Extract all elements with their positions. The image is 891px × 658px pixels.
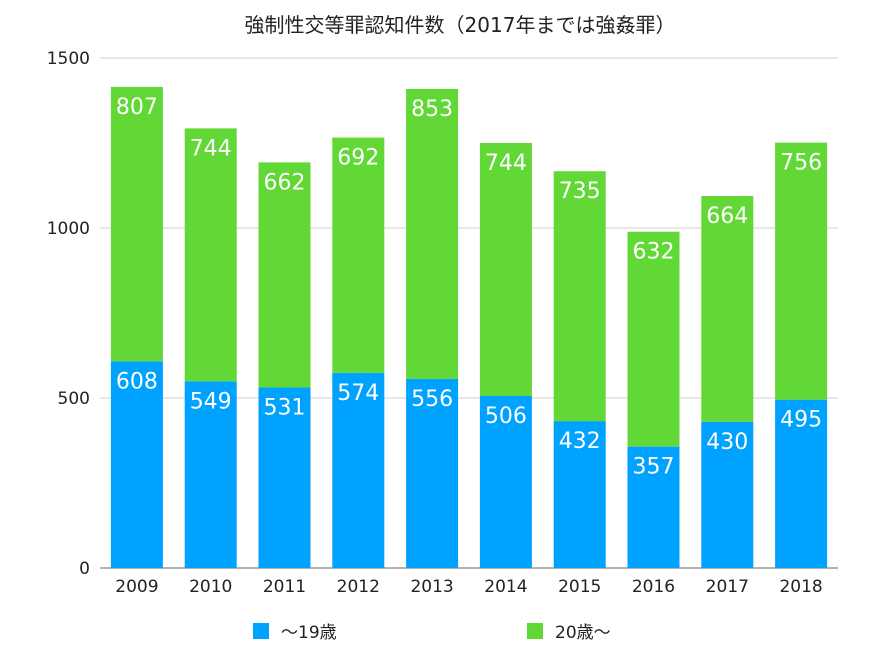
bar-2015-series-1 xyxy=(553,171,606,422)
bar-value-label: 807 xyxy=(116,95,158,120)
x-axis-ticks: 2009 2010 2011 2012 2013 2014 2015 2016 2017 2018 xyxy=(115,577,822,597)
x-tick-label: 2013 xyxy=(410,577,453,597)
bar-2014-series-0 xyxy=(479,395,532,568)
bar-value-label: 735 xyxy=(559,179,601,204)
x-tick-label: 2011 xyxy=(263,577,306,597)
y-tick-label: 1000 xyxy=(47,219,90,239)
x-tick-label: 2018 xyxy=(779,577,822,597)
bar-2009-series-0 xyxy=(110,361,163,568)
bars: 608 807 549 744 531 662 574 692 556 853 506 744 432 7… xyxy=(110,86,828,568)
bar-2016-series-1 xyxy=(627,231,680,447)
bar-value-label: 662 xyxy=(264,170,306,195)
x-tick-label: 2015 xyxy=(558,577,601,597)
y-tick-label: 500 xyxy=(58,389,90,409)
bar-value-label: 574 xyxy=(337,381,379,406)
bar-value-label: 549 xyxy=(190,389,232,414)
bar-2013-series-0 xyxy=(406,378,459,568)
bar-value-label: 531 xyxy=(264,395,306,420)
y-tick-label: 0 xyxy=(79,559,90,579)
bar-2015-series-0 xyxy=(553,421,606,568)
bar-value-label: 744 xyxy=(190,136,232,161)
bar-2010-series-0 xyxy=(184,381,237,568)
bar-value-label: 608 xyxy=(116,369,158,394)
bar-2012-series-0 xyxy=(332,372,385,568)
bar-value-label: 506 xyxy=(485,404,527,429)
bar-2010-series-1 xyxy=(184,128,237,382)
legend-label: 〜19歳 xyxy=(281,623,337,643)
bar-2011-series-0 xyxy=(258,387,311,568)
bar-2017-series-0 xyxy=(701,421,754,568)
legend-label: 20歳〜 xyxy=(555,623,611,643)
bar-2011-series-1 xyxy=(258,162,311,388)
y-axis-ticks: 0 500 1000 1500 xyxy=(47,49,90,579)
x-tick-label: 2009 xyxy=(115,577,158,597)
bar-2009-series-1 xyxy=(110,86,163,362)
bar-2018-series-1 xyxy=(775,142,828,400)
bar-value-label: 744 xyxy=(485,151,527,176)
x-tick-label: 2014 xyxy=(484,577,527,597)
bar-2014-series-1 xyxy=(479,143,532,396)
bar-2013-series-1 xyxy=(406,88,459,379)
bar-value-label: 853 xyxy=(411,97,453,122)
bar-value-label: 632 xyxy=(633,240,675,265)
bar-value-label: 664 xyxy=(706,204,748,229)
x-tick-label: 2017 xyxy=(706,577,749,597)
bar-value-label: 556 xyxy=(411,387,453,412)
bar-2018-series-0 xyxy=(775,399,828,568)
chart-title: 強制性交等罪認知件数（2017年までは強姦罪） xyxy=(245,13,676,37)
bar-value-label: 430 xyxy=(706,430,748,455)
bar-value-label: 495 xyxy=(780,408,822,433)
bar-value-label: 756 xyxy=(780,151,822,176)
legend: 〜19歳 20歳〜 xyxy=(253,623,611,643)
x-tick-label: 2010 xyxy=(189,577,232,597)
bar-2017-series-1 xyxy=(701,196,754,422)
bar-value-label: 692 xyxy=(337,146,379,171)
x-tick-label: 2012 xyxy=(337,577,380,597)
bar-value-label: 432 xyxy=(559,429,601,454)
legend-swatch xyxy=(527,623,543,639)
bar-value-label: 357 xyxy=(633,455,675,480)
bar-2016-series-0 xyxy=(627,446,680,568)
bar-2012-series-1 xyxy=(332,137,385,373)
y-tick-label: 1500 xyxy=(47,49,90,69)
legend-swatch xyxy=(253,623,269,639)
x-tick-label: 2016 xyxy=(632,577,675,597)
